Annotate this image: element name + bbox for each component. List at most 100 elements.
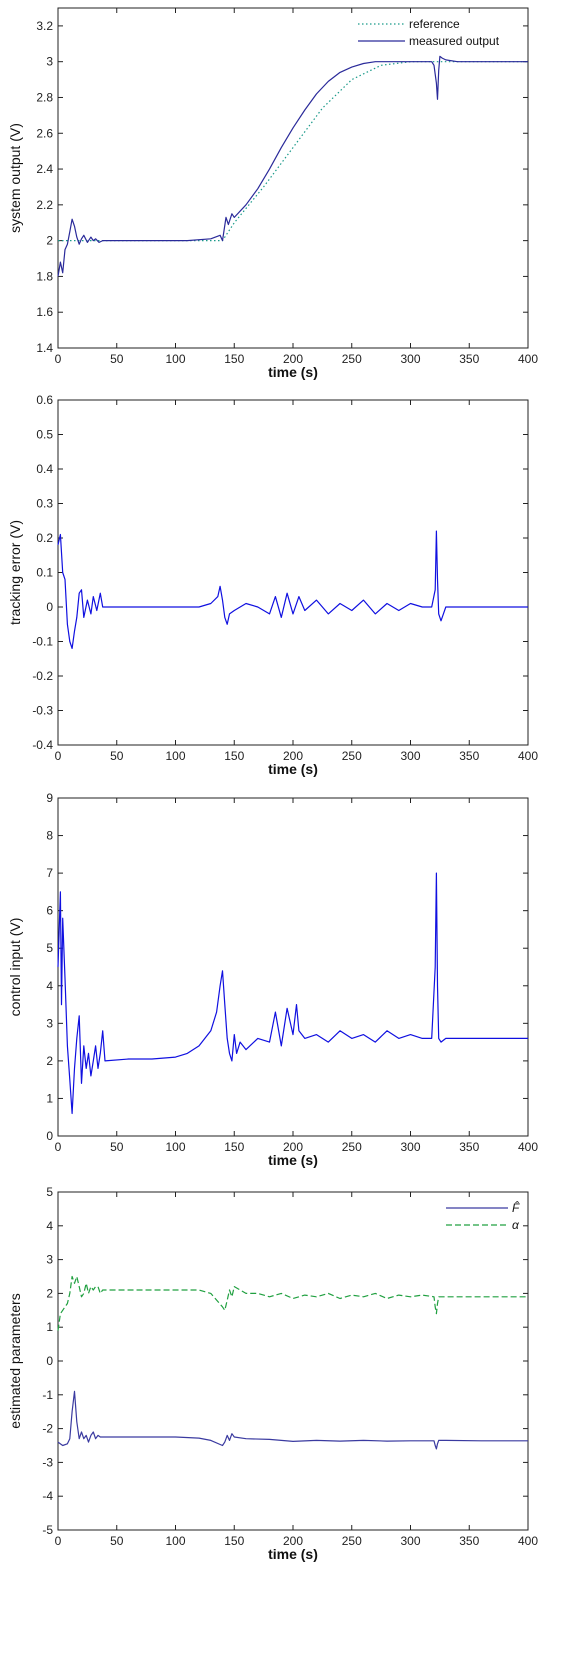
y-tick-label: 2.6 bbox=[36, 126, 53, 140]
y-tick-label: -3 bbox=[42, 1455, 53, 1469]
y-tick-label: 3 bbox=[46, 1016, 53, 1030]
y-tick-label: 0.2 bbox=[36, 531, 53, 545]
plot-frame bbox=[57, 399, 529, 746]
x-tick-label: 350 bbox=[459, 749, 479, 763]
y-tick-label: -0.4 bbox=[32, 738, 53, 752]
legend-label: reference bbox=[409, 17, 460, 31]
y-tick-label: 8 bbox=[46, 829, 53, 843]
x-tick-label: 300 bbox=[400, 749, 420, 763]
x-tick-label: 0 bbox=[55, 749, 62, 763]
x-tick-label: 250 bbox=[342, 1140, 362, 1154]
y-tick-label: 6 bbox=[46, 904, 53, 918]
y-tick-label: 4 bbox=[46, 979, 53, 993]
y-tick-label: 2.2 bbox=[36, 198, 53, 212]
chart-2: 0 50 100 150 200 250 300 350 400 -0.4 -0.3 -0.2 -0.1… bbox=[7, 393, 538, 777]
plot-frame bbox=[57, 797, 529, 1137]
x-tick-label: 250 bbox=[342, 1534, 362, 1548]
y-tick-label: 3.2 bbox=[36, 19, 53, 33]
legend-label: F̂ bbox=[512, 1200, 520, 1215]
x-tick-label: 0 bbox=[55, 1534, 62, 1548]
y-tick-label: 3 bbox=[46, 55, 53, 69]
plot-frame bbox=[57, 1191, 529, 1531]
x-tick-label: 50 bbox=[110, 749, 124, 763]
y-tick-label: 2 bbox=[46, 1286, 53, 1300]
y-tick-label: 0.5 bbox=[36, 428, 53, 442]
y-tick-label: 1.6 bbox=[36, 305, 53, 319]
y-tick-label: 1 bbox=[46, 1091, 53, 1105]
y-tick-label: 0 bbox=[46, 600, 53, 614]
x-tick-label: 100 bbox=[165, 749, 185, 763]
y-tick-label: 1.8 bbox=[36, 269, 53, 283]
y-tick-label: 2 bbox=[46, 234, 53, 248]
legend: reference measured output bbox=[358, 17, 500, 48]
chart-1: 0 50 100 150 200 250 300 350 400 1.4 1.6 1.8 2 2.2 2.4… bbox=[7, 7, 538, 380]
x-tick-label: 300 bbox=[400, 1140, 420, 1154]
x-axis-label: time (s) bbox=[268, 1546, 318, 1562]
y-tick-label: 1.4 bbox=[36, 341, 53, 355]
chart-4: 0 50 100 150 200 250 300 350 400 -5 -4 -3 -2 -1 0 1 2 3 4 5… bbox=[7, 1185, 538, 1562]
x-tick-label: 200 bbox=[283, 352, 303, 366]
y-tick-label: -4 bbox=[42, 1489, 53, 1503]
y-tick-label: 9 bbox=[46, 791, 53, 805]
series-line-- bbox=[57, 1275, 528, 1331]
x-tick-label: 400 bbox=[518, 1534, 538, 1548]
x-tick-label: 150 bbox=[224, 352, 244, 366]
y-tick-label: -0.1 bbox=[32, 635, 53, 649]
x-tick-label: 100 bbox=[165, 1140, 185, 1154]
x-tick-label: 200 bbox=[283, 749, 303, 763]
y-axis-label: control input (V) bbox=[7, 918, 23, 1017]
x-tick-label: 50 bbox=[110, 1534, 124, 1548]
legend-label: α bbox=[512, 1218, 520, 1232]
x-tick-label: 250 bbox=[342, 352, 362, 366]
x-tick-label: 150 bbox=[224, 749, 244, 763]
y-tick-label: 5 bbox=[46, 1185, 53, 1199]
y-tick-label: 0.1 bbox=[36, 566, 53, 580]
x-axis-label: time (s) bbox=[268, 761, 318, 777]
y-tick-label: 3 bbox=[46, 1253, 53, 1267]
x-tick-label: 250 bbox=[342, 749, 362, 763]
y-axis-label: tracking error (V) bbox=[7, 520, 23, 625]
x-tick-label: 300 bbox=[400, 352, 420, 366]
y-tick-label: 7 bbox=[46, 866, 53, 880]
y-tick-label: 2 bbox=[46, 1054, 53, 1068]
x-axis-label: time (s) bbox=[268, 364, 318, 380]
x-tick-label: 350 bbox=[459, 352, 479, 366]
x-tick-label: 0 bbox=[55, 352, 62, 366]
x-tick-label: 200 bbox=[283, 1534, 303, 1548]
y-tick-label: -0.2 bbox=[32, 669, 53, 683]
x-tick-label: 300 bbox=[400, 1534, 420, 1548]
x-tick-label: 100 bbox=[165, 352, 185, 366]
x-tick-label: 350 bbox=[459, 1534, 479, 1548]
plot-frame bbox=[57, 7, 529, 349]
y-tick-label: 4 bbox=[46, 1219, 53, 1233]
legend: F̂ α bbox=[446, 1200, 520, 1232]
chart-3: 0 50 100 150 200 250 300 350 400 0 1 2 3 4 5 6 7 8 9 time (… bbox=[7, 791, 538, 1168]
x-tick-label: 400 bbox=[518, 749, 538, 763]
y-tick-label: -0.3 bbox=[32, 704, 53, 718]
x-tick-label: 50 bbox=[110, 1140, 124, 1154]
series-line-measured-output bbox=[57, 55, 528, 277]
y-tick-label: 0.4 bbox=[36, 462, 53, 476]
y-tick-label: 2.8 bbox=[36, 90, 53, 104]
x-tick-label: 150 bbox=[224, 1140, 244, 1154]
y-tick-label: 0 bbox=[46, 1129, 53, 1143]
series-line-series-0 bbox=[57, 872, 528, 1115]
x-axis-label: time (s) bbox=[268, 1152, 318, 1168]
y-tick-label: -2 bbox=[42, 1422, 53, 1436]
y-tick-label: -5 bbox=[42, 1523, 53, 1537]
x-tick-label: 50 bbox=[110, 352, 124, 366]
legend-label: measured output bbox=[409, 34, 500, 48]
y-tick-label: 1 bbox=[46, 1320, 53, 1334]
y-tick-label: 0.6 bbox=[36, 393, 53, 407]
y-tick-label: -1 bbox=[42, 1388, 53, 1402]
x-tick-label: 400 bbox=[518, 1140, 538, 1154]
y-axis-label: system output (V) bbox=[7, 123, 23, 233]
y-tick-label: 0 bbox=[46, 1354, 53, 1368]
series-line-series-0 bbox=[57, 530, 528, 650]
x-tick-label: 100 bbox=[165, 1534, 185, 1548]
y-tick-label: 2.4 bbox=[36, 162, 53, 176]
series-line-f- bbox=[57, 1390, 528, 1450]
x-tick-label: 200 bbox=[283, 1140, 303, 1154]
x-tick-label: 0 bbox=[55, 1140, 62, 1154]
